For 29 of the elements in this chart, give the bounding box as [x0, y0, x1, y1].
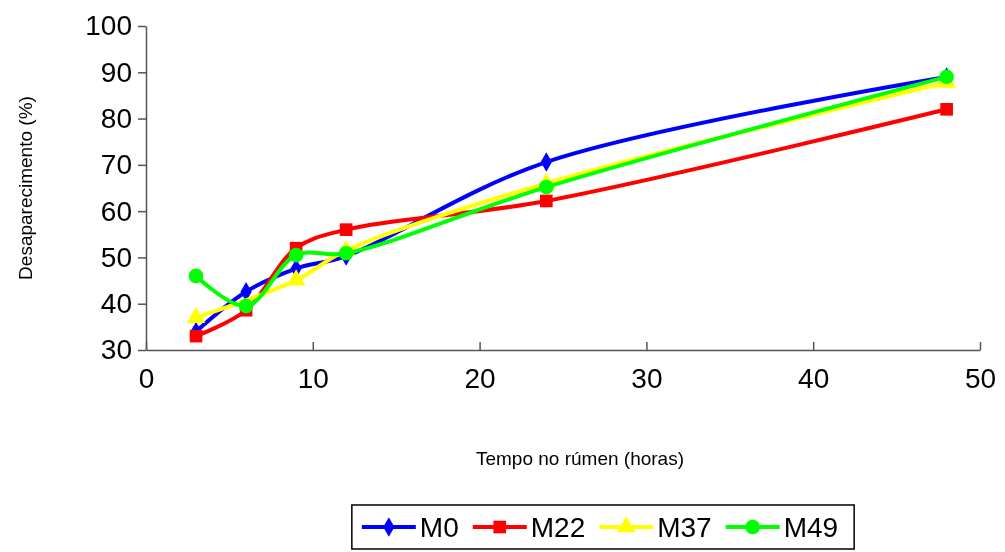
x-tick-label: 0	[138, 362, 155, 394]
y-tick-label: 30	[100, 334, 132, 366]
y-tick-label: 60	[100, 195, 132, 227]
legend-label: M22	[530, 512, 586, 543]
y-tick-label: 80	[100, 103, 132, 135]
y-tick-label: 90	[100, 56, 132, 88]
y-tick-label: 70	[100, 149, 132, 181]
point	[540, 194, 553, 208]
y-tick-label: 40	[100, 288, 132, 320]
y-axis-title: Desaparecimento (%)	[15, 96, 36, 280]
x-tick-label: 50	[964, 362, 997, 394]
point	[288, 247, 304, 263]
x-axis-title: Tempo no rúmen (horas)	[475, 448, 685, 469]
point	[238, 298, 254, 314]
point	[339, 223, 353, 236]
point	[940, 102, 953, 116]
x-tick-label: 20	[464, 362, 496, 394]
x-tick-label: 30	[631, 362, 663, 394]
y-tick-label: 100	[85, 10, 132, 42]
x-tick-label: 10	[297, 362, 329, 394]
point	[538, 179, 554, 195]
x-tick-label: 40	[798, 362, 830, 394]
legend-label: M0	[419, 512, 459, 543]
legend-label: M37	[657, 512, 712, 543]
point	[189, 329, 203, 343]
y-tick-label: 50	[100, 241, 132, 273]
legend-label: M49	[783, 512, 839, 543]
point	[338, 245, 354, 261]
point	[188, 268, 204, 284]
